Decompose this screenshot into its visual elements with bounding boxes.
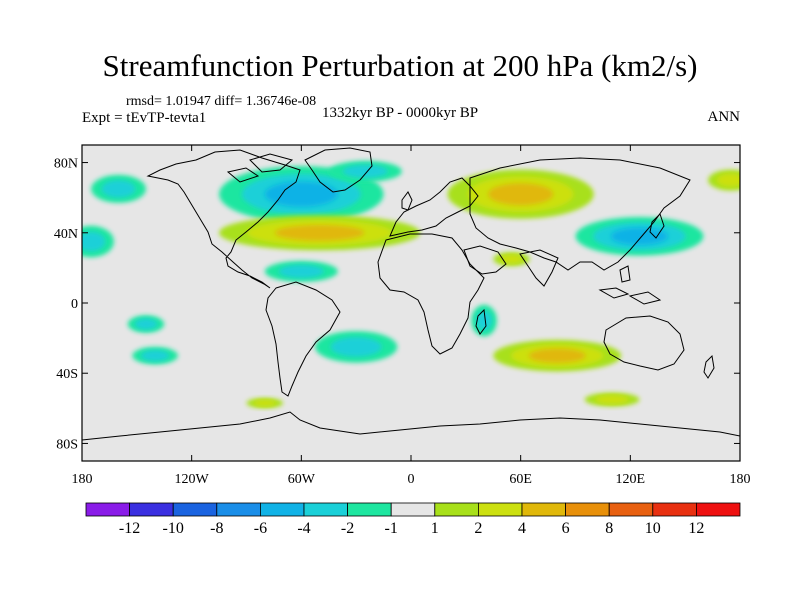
coastline-maritime-continent [598,265,662,305]
lon-label: 120E [616,472,646,487]
coastline-africa [377,233,485,355]
contour-band [264,181,338,207]
lon-label: 60W [288,472,316,487]
contour-band [611,227,668,245]
colorbar-swatch [477,502,523,517]
anomaly-east-asia-low [575,216,704,256]
colorbar-swatch [259,502,305,517]
anomaly-indian-ocean-ridge [493,339,622,372]
lat-label: 80N [54,157,78,172]
contour-band [500,254,523,264]
colorbar-label: -2 [341,520,354,537]
colorbar-label: 12 [688,520,704,537]
coastline-arctic-islands [226,153,294,183]
coastline-greenland [304,147,373,193]
experiment-label: Expt = tEvTP-tevta1 [82,110,207,126]
stats-label: rmsd= 1.01947 diff= 1.36746e-08 [126,94,317,109]
colorbar: -12 -10 -8 -6 -4 -2 -1 1 2 4 6 8 10 12 [85,502,741,537]
colorbar-label: -10 [163,520,184,537]
contour-band [330,337,382,357]
contour-band [134,318,158,330]
colorbar-label: -1 [385,520,398,537]
anomaly-east-pacific-low [82,225,114,258]
colorbar-swatch [216,502,261,517]
colorbar-swatch [347,502,392,517]
coastline-south-america [265,281,341,397]
contour-band [101,180,136,198]
contour-band [141,350,170,362]
lon-label: 180 [730,472,751,487]
colorbar-swatch [521,502,566,517]
anomaly-south-pacific-low [127,315,165,333]
coastline-japan [649,213,665,239]
anomaly-north-atlantic-low [219,166,384,223]
lon-label: 60E [509,472,532,487]
colorbar-label: 4 [518,520,526,537]
season-label: ANN [707,109,741,125]
lon-label: 120W [175,472,210,487]
colorbar-label: -8 [210,520,223,537]
coastline-antarctica [82,411,740,441]
map-title: Streamfunction Perturbation at 200 hPa (… [102,48,698,83]
anomaly-eurasia-ridge [447,169,594,219]
colorbar-label: -12 [119,520,140,537]
colorbar-swatch [696,502,741,517]
colorbar-swatch [434,502,479,517]
contour-band [274,224,365,241]
anomaly-caribbean-low [264,260,338,282]
anomaly-arctic-canada-low [328,160,402,182]
coastline-layer [82,147,740,441]
coastline-british-isles [401,191,413,211]
lon-label: 0 [408,472,415,487]
colorbar-swatch [129,502,174,517]
contour-band [342,164,388,178]
lat-label: 80S [56,437,78,452]
coastline-north-america [146,149,301,289]
colorbar-swatch [390,502,436,517]
lat-label: 40N [54,227,78,242]
anomaly-drake-passage-ridge [246,397,284,409]
colorbar-label: 8 [605,520,613,537]
coastline-asia [469,157,691,271]
contour-band [278,264,324,278]
coastline-australia [603,315,685,371]
colorbar-swatch [85,502,130,517]
anomaly-layer [82,160,740,409]
contour-band [488,183,554,206]
colorbar-label: 6 [562,520,570,537]
lat-label: 40S [56,367,78,382]
lon-label: 180 [72,472,93,487]
coastline-arabia [463,245,507,275]
contour-band [528,348,586,363]
colorbar-swatch [652,502,697,517]
colorbar-label: -6 [254,520,267,537]
colorbar-label: -4 [297,520,310,537]
anomaly-southeast-pacific-low [132,346,178,365]
anomaly-south-america-low [315,331,398,363]
contour-band [253,399,277,407]
colorbar-swatch [565,502,610,517]
colorbar-swatch [608,502,654,517]
colorbar-label: 1 [431,520,439,537]
anomaly-australia-south-ridge [584,392,640,407]
coastline-madagascar [475,308,487,335]
coastline-new-zealand [703,354,715,379]
colorbar-label: 2 [474,520,482,537]
colorbar-label: 10 [645,520,661,537]
lat-label: 0 [71,297,78,312]
contour-band [595,395,629,404]
contour-band [476,310,492,331]
anomaly-atlantic-ridge [219,215,421,251]
contour-band [716,173,740,187]
map-axes: 80N 40N 0 40S 80S 180 120W 60W 0 60E 120E 180 [54,145,751,487]
anomaly-arabia-ridge [493,252,530,267]
contour-band [82,231,106,252]
coastline-india [519,249,559,287]
period-label: 1332kyr BP - 0000kyr BP [322,105,479,121]
colorbar-swatch [172,502,218,517]
anomaly-north-pacific-low [91,174,146,203]
anomaly-pacific-east-ridge [708,169,740,191]
colorbar-swatch [303,502,348,517]
